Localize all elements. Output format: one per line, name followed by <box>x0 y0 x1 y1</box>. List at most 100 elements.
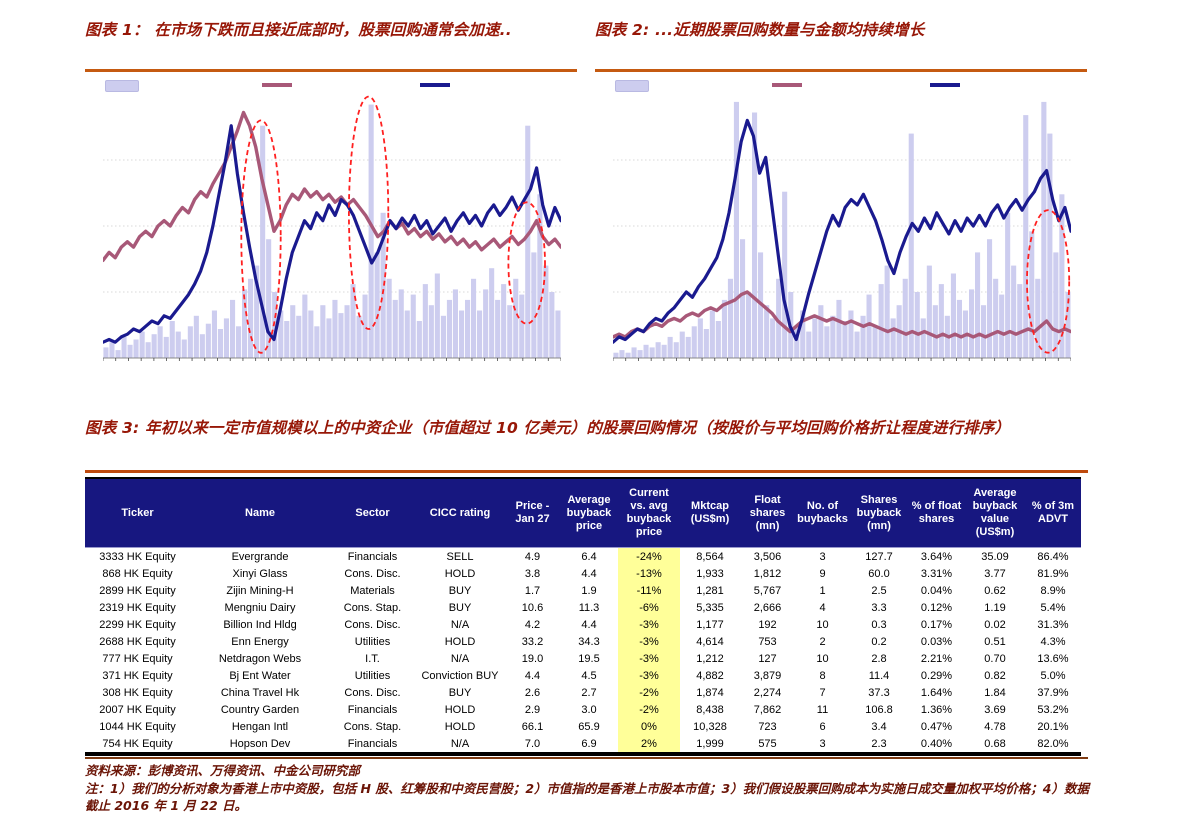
table-cell: 0.2 <box>871 635 887 648</box>
table-cell: 0.51 <box>984 635 1006 648</box>
chart-plot <box>613 101 1071 361</box>
table-cell: 65.9 <box>578 720 600 733</box>
table-cell: 723 <box>758 720 777 733</box>
table-cell: 81.9% <box>1037 567 1069 580</box>
column-header: Current vs. avg buyback price <box>618 479 680 548</box>
table-cell: 4.4 <box>581 618 597 631</box>
table-cell: 4.9 <box>524 550 541 563</box>
table-cell: HOLD <box>444 720 476 733</box>
table-cell: 4.4 <box>581 567 597 580</box>
figure1-title-rule <box>85 69 577 72</box>
table-cell: 6 <box>819 720 826 733</box>
table-cell: 8.9% <box>1040 584 1066 597</box>
buyback-bars-series <box>103 104 561 358</box>
highlight-ellipse-annotation <box>348 95 390 330</box>
highlight-ellipse-annotation <box>240 119 282 354</box>
table-cell: 8,438 <box>696 703 724 716</box>
table-row: 2299 HK Equity Billion Ind Hldg Cons. Disc… <box>85 616 1081 633</box>
legend-pink-line-swatch <box>262 83 293 87</box>
table-cell: 2,274 <box>753 686 782 699</box>
table-cell: 1,812 <box>753 567 782 580</box>
table-cell: 106.8 <box>865 703 893 716</box>
table-cell: -3% <box>618 650 680 667</box>
table-cell: 308 HK Equity <box>102 686 173 699</box>
column-header: Name <box>190 479 330 548</box>
table-cell: BUY <box>448 601 472 614</box>
column-header: Average buyback value (US$m) <box>965 479 1025 548</box>
table-cell: Evergrande <box>231 550 289 563</box>
buyback-table: Ticker Name Sector CICC rating Price - Jan 2… <box>85 479 1081 752</box>
legend-blue-line-swatch <box>929 83 960 87</box>
table-cell: 127 <box>758 652 777 665</box>
table-header: Ticker Name Sector CICC rating Price - Jan 2… <box>85 479 1081 548</box>
table-cell: 1044 HK Equity <box>99 720 176 733</box>
figure1-title: 图表 1： 在市场下跌而且接近底部时，股票回购通常会加速.. <box>85 21 512 39</box>
table-cell: 33.2 <box>521 635 544 648</box>
table-cell: 7 <box>819 686 826 699</box>
table-cell: -13% <box>618 565 680 582</box>
table-cell: Mengniu Dairy <box>224 601 296 614</box>
table-cell: 3.64% <box>920 550 953 563</box>
table-cell: 9 <box>819 567 826 580</box>
blue-line-series <box>613 118 1071 344</box>
table-cell: 6.9 <box>581 737 597 750</box>
table-cell: 3 <box>819 550 826 563</box>
column-header: Average buyback price <box>560 479 618 548</box>
figure3-title-rule <box>85 470 1088 473</box>
table-row: 2007 HK Equity Country Garden Financials HO… <box>85 701 1081 718</box>
table-cell: Cons. Disc. <box>344 618 401 631</box>
pink-line-series <box>613 290 1071 339</box>
table-cell: 3.3 <box>871 601 887 614</box>
table-cell: 1.7 <box>524 584 541 597</box>
table-cell: 7.0 <box>524 737 541 750</box>
table-cell: 37.9% <box>1037 686 1069 699</box>
table-cell: 0.17% <box>920 618 953 631</box>
table-cell: Cons. Disc. <box>344 567 401 580</box>
table-cell: 6.4 <box>581 550 597 563</box>
table-cell: 1,177 <box>696 618 724 631</box>
table-cell: Conviction BUY <box>421 669 499 682</box>
table-cell: 20.1% <box>1037 720 1069 733</box>
table-cell: 5.4% <box>1040 601 1066 614</box>
table-cell: Financials <box>347 737 398 750</box>
table-cell: 1,281 <box>696 584 724 597</box>
table-cell: 2007 HK Equity <box>99 703 176 716</box>
table-cell: 34.3 <box>578 635 600 648</box>
table-cell: 868 HK Equity <box>102 567 173 580</box>
highlight-ellipse-annotation <box>1026 209 1071 354</box>
table-cell: 10 <box>816 652 829 665</box>
table-cell: Xinyi Glass <box>232 567 288 580</box>
table-cell: 753 <box>758 635 777 648</box>
table-cell: 1.64% <box>920 686 953 699</box>
table-cell: 19.5 <box>578 652 600 665</box>
table-cell: 86.4% <box>1037 550 1069 563</box>
footer-source: 资料来源：彭博资讯、万得资讯、中金公司研究部 <box>85 763 361 778</box>
figure1-legend <box>85 80 577 92</box>
table-cell: 0.3 <box>871 618 887 631</box>
table-cell: 3 <box>819 737 826 750</box>
table-cell: Hengan Intl <box>231 720 289 733</box>
table-cell: Zijin Mining-H <box>226 584 294 597</box>
table-cell: 3.4 <box>871 720 887 733</box>
table-cell: 1,874 <box>696 686 724 699</box>
table-cell: 31.3% <box>1037 618 1069 631</box>
table-cell: 0.12% <box>920 601 953 614</box>
table-cell: N/A <box>450 737 470 750</box>
table-cell: -3% <box>618 616 680 633</box>
table-cell: 2 <box>819 635 826 648</box>
table-cell: 4.4 <box>524 669 541 682</box>
table-cell: -3% <box>618 667 680 684</box>
table-cell: 0.29% <box>920 669 953 682</box>
table-cell: 1 <box>819 584 826 597</box>
table-cell: 53.2% <box>1037 703 1069 716</box>
table-cell: 575 <box>758 737 777 750</box>
table-cell: 60.0 <box>868 567 890 580</box>
table-cell: 3.8 <box>524 567 541 580</box>
column-header: CICC rating <box>415 479 505 548</box>
table-cell: 1,933 <box>696 567 724 580</box>
table-cell: 0.40% <box>920 737 953 750</box>
table-cell: 11 <box>816 703 829 716</box>
table-cell: -6% <box>618 599 680 616</box>
table-cell: HOLD <box>444 635 476 648</box>
table-row: 2319 HK Equity Mengniu Dairy Cons. Stap. BU… <box>85 599 1081 616</box>
